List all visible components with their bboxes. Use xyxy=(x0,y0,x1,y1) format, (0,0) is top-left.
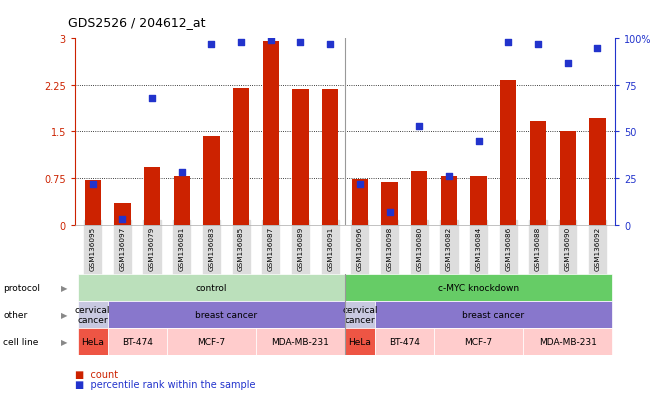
Bar xyxy=(322,90,339,225)
Bar xyxy=(381,183,398,225)
Bar xyxy=(345,328,375,355)
Text: HeLa: HeLa xyxy=(348,337,371,346)
Text: ▶: ▶ xyxy=(61,337,67,346)
Text: MCF-7: MCF-7 xyxy=(197,337,225,346)
Bar xyxy=(530,122,546,225)
Text: cervical
cancer: cervical cancer xyxy=(75,306,111,324)
Text: cell line: cell line xyxy=(3,337,38,346)
Point xyxy=(176,170,187,176)
Point xyxy=(266,38,276,45)
Bar xyxy=(167,328,256,355)
Point xyxy=(562,60,573,66)
Point xyxy=(414,123,424,130)
Bar xyxy=(559,132,576,225)
Text: protocol: protocol xyxy=(3,284,40,292)
Bar xyxy=(144,168,160,225)
Bar xyxy=(203,137,219,225)
Bar xyxy=(523,328,612,355)
Text: ▶: ▶ xyxy=(61,284,67,292)
Bar xyxy=(345,301,375,328)
Bar xyxy=(441,177,457,225)
Point xyxy=(473,138,484,145)
Bar xyxy=(107,301,345,328)
Text: breast cancer: breast cancer xyxy=(195,311,257,319)
Text: ■  percentile rank within the sample: ■ percentile rank within the sample xyxy=(75,379,255,389)
Bar xyxy=(78,275,345,301)
Text: cervical
cancer: cervical cancer xyxy=(342,306,378,324)
Bar xyxy=(256,328,345,355)
Text: other: other xyxy=(3,311,27,319)
Point xyxy=(296,40,306,46)
Text: breast cancer: breast cancer xyxy=(462,311,525,319)
Bar xyxy=(107,328,167,355)
Text: control: control xyxy=(196,284,227,292)
Point xyxy=(592,45,603,52)
Bar xyxy=(411,171,428,225)
Bar xyxy=(589,119,605,225)
Bar xyxy=(352,180,368,225)
Bar xyxy=(114,204,131,225)
Text: c-MYC knockdown: c-MYC knockdown xyxy=(438,284,519,292)
Text: MDA-MB-231: MDA-MB-231 xyxy=(271,337,329,346)
Text: MCF-7: MCF-7 xyxy=(465,337,493,346)
Point xyxy=(236,40,246,46)
Bar xyxy=(345,275,612,301)
Point xyxy=(206,41,217,48)
Point xyxy=(325,41,335,48)
Bar xyxy=(85,180,101,225)
Bar xyxy=(434,328,523,355)
Bar xyxy=(500,81,516,225)
Bar xyxy=(262,43,279,225)
Bar xyxy=(471,177,487,225)
Text: BT-474: BT-474 xyxy=(122,337,152,346)
Point xyxy=(355,181,365,188)
Text: ▶: ▶ xyxy=(61,311,67,319)
Bar xyxy=(375,328,434,355)
Bar xyxy=(174,177,190,225)
Bar xyxy=(375,301,612,328)
Text: MDA-MB-231: MDA-MB-231 xyxy=(539,337,596,346)
Point xyxy=(533,41,543,48)
Bar xyxy=(233,89,249,225)
Point xyxy=(147,95,158,102)
Point xyxy=(87,181,98,188)
Text: GDS2526 / 204612_at: GDS2526 / 204612_at xyxy=(68,16,206,29)
Text: ■  count: ■ count xyxy=(75,369,118,379)
Point xyxy=(444,173,454,180)
Point xyxy=(503,40,514,46)
Text: HeLa: HeLa xyxy=(81,337,104,346)
Point xyxy=(384,209,395,216)
Bar xyxy=(78,301,107,328)
Bar xyxy=(292,90,309,225)
Point xyxy=(117,216,128,223)
Text: BT-474: BT-474 xyxy=(389,337,420,346)
Bar xyxy=(78,328,107,355)
